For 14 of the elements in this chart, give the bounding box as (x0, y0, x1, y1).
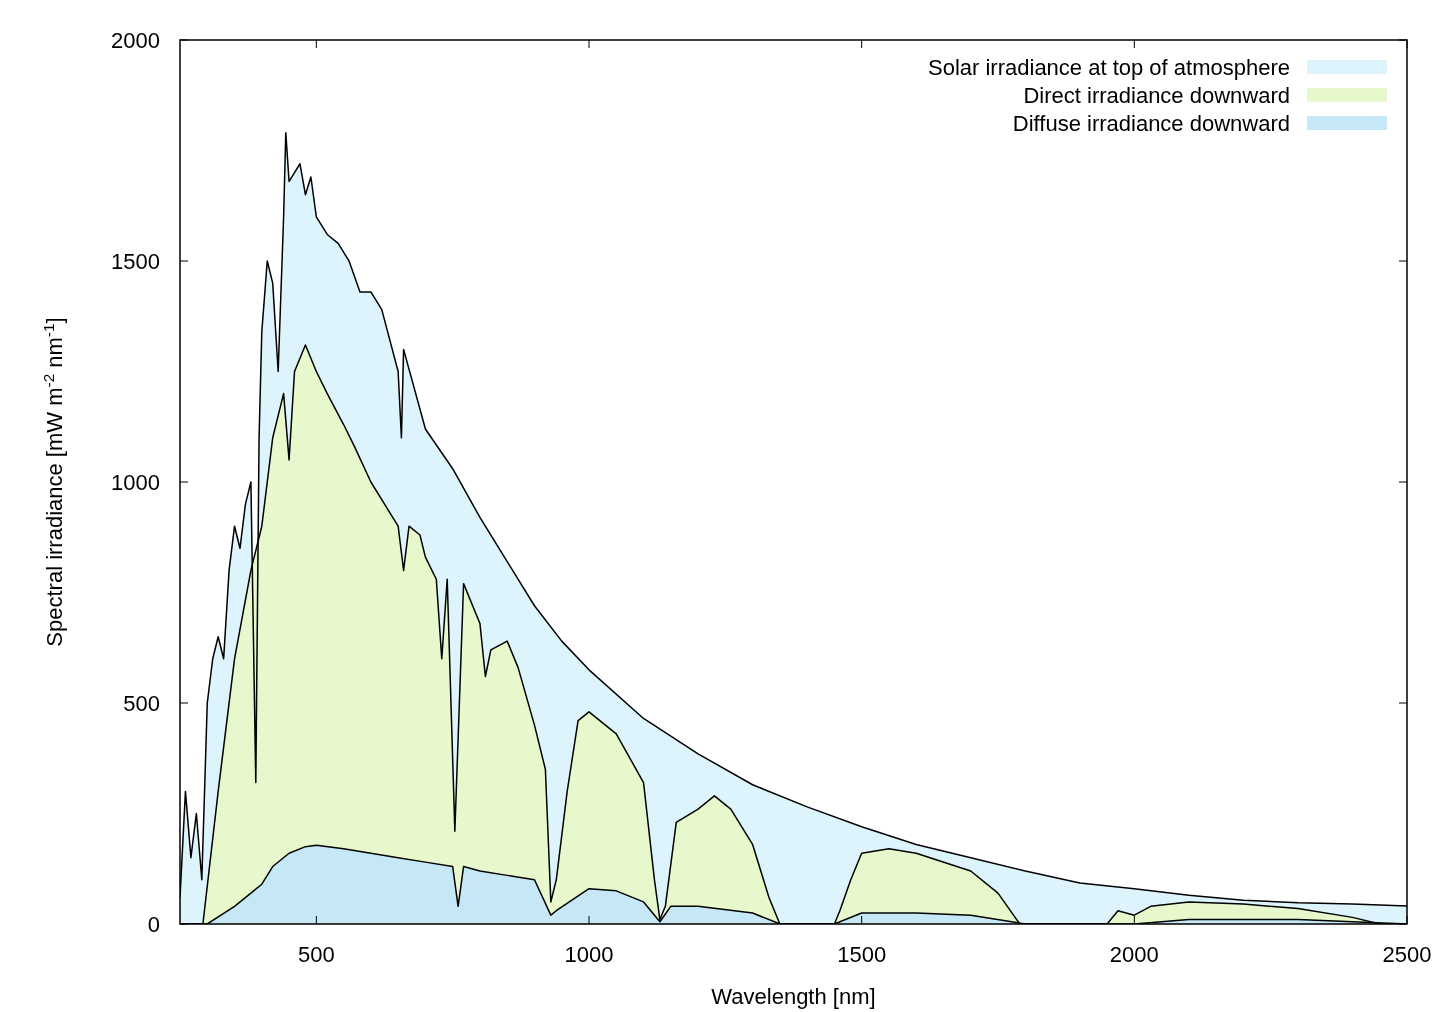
y-tick-label: 2000 (111, 27, 160, 53)
x-tick-label: 1500 (837, 942, 887, 967)
y-tick-label: 500 (123, 690, 160, 716)
x-axis-title: Wavelength [nm] (711, 984, 876, 1009)
legend-label: Solar irradiance at top of atmosphere (928, 54, 1290, 80)
x-tick-label: 2000 (1109, 942, 1159, 967)
y-tick-label: 1000 (111, 469, 160, 495)
y-tick-label: 0 (147, 911, 160, 937)
x-tick-label: 1000 (564, 942, 614, 967)
y-tick-label: 1500 (111, 248, 160, 274)
x-tick-label: 2500 (1382, 942, 1432, 967)
x-tick-label: 500 (297, 942, 335, 967)
legend-label: Diffuse irradiance downward (1012, 110, 1290, 136)
legend-label: Direct irradiance downward (1023, 82, 1290, 108)
